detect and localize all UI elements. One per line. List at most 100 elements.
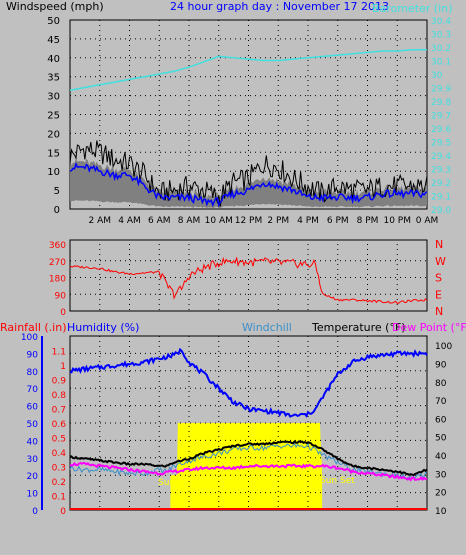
- barometer-line: [69, 48, 427, 91]
- humidity-tick-label: 20: [27, 472, 39, 482]
- panel1: 0 5 10 15 20 25 30 35 40 45 50 29.0 29.1 29.2 29.3 29.4…: [6, 0, 453, 226]
- rain-tick-label: 1.1: [52, 348, 66, 358]
- x-tick-label: 8 AM: [178, 216, 201, 226]
- right-tick-label: 29.2: [431, 179, 451, 189]
- gust-line: [69, 140, 428, 207]
- wind-direction-line: [69, 256, 428, 304]
- x-tick-label: 8 PM: [357, 216, 379, 226]
- temp-tick-label: 80: [435, 379, 447, 389]
- dewpoint-line: [69, 461, 428, 482]
- left-tick-label: 0: [54, 205, 60, 216]
- rain-tick-label: 1: [60, 362, 66, 372]
- x-tick-label: 10 AM: [205, 216, 233, 226]
- compass-label: N: [435, 238, 443, 251]
- direction-tick-label: 0: [60, 308, 66, 318]
- temp-tick-label: 90: [435, 360, 447, 370]
- humidity-tick-label: 80: [27, 368, 39, 378]
- direction-tick-label: 180: [49, 275, 66, 285]
- humidity-tick-label: 60: [27, 403, 39, 413]
- humidity-label: Humidity (%): [67, 321, 139, 334]
- barometer-axis-label: Barometer (in): [372, 2, 453, 15]
- temp-tick-label: 100: [435, 342, 452, 352]
- direction-tick-label: 360: [49, 241, 66, 251]
- rain-tick-label: 0.4: [52, 449, 67, 459]
- left-tick-label: 10: [47, 167, 60, 178]
- x-tick-label: 2 PM: [267, 216, 289, 226]
- temperature-label: Temperature (°F): [311, 321, 406, 334]
- left-tick-label: 50: [47, 16, 60, 27]
- right-tick-label: 29.1: [431, 193, 451, 203]
- windchill-label: Windchill: [242, 321, 292, 334]
- temp-tick-label: 40: [435, 452, 447, 462]
- panel3: 0 10 20 30 40 50 60 70 80 90 100 0 0.1 0.2 0.3 0.4 0.5 0.…: [0, 321, 466, 517]
- rain-tick-label: 0.1: [52, 493, 66, 503]
- humidity-line: [69, 347, 428, 418]
- panel3-series: [69, 347, 428, 510]
- humidity-tick-label: 50: [27, 420, 39, 430]
- right-tick-label: 29.3: [431, 166, 451, 176]
- right-tick-label: 30.3: [431, 31, 451, 41]
- rain-tick-label: 0.3: [52, 464, 66, 474]
- windspeed-line: [69, 162, 428, 208]
- panel1-ticks: 0 5 10 15 20 25 30 35 40 45 50 29.0 29.1 29.2 29.3 29.4…: [47, 16, 451, 226]
- right-tick-label: 29.9: [431, 85, 451, 95]
- dewpoint-label: Dew Point (°F): [392, 321, 466, 334]
- right-tick-label: 30.4: [431, 17, 451, 27]
- x-tick-label: 10 PM: [383, 216, 411, 226]
- rain-tick-label: 0.6: [52, 420, 67, 430]
- direction-tick-label: 90: [55, 291, 67, 301]
- right-tick-label: 30.1: [431, 58, 451, 68]
- compass-label: E: [435, 288, 442, 301]
- humidity-tick-label: 90: [27, 350, 39, 360]
- temp-tick-label: 60: [435, 415, 447, 425]
- humidity-tick-label: 100: [21, 333, 38, 343]
- sunrise-label: Sun Rise: [158, 478, 197, 488]
- x-tick-label: 4 PM: [297, 216, 319, 226]
- panel1-series: [69, 48, 428, 209]
- x-tick-label: 2 AM: [88, 216, 111, 226]
- humidity-tick-label: 40: [27, 437, 39, 447]
- x-tick-label: 6 AM: [148, 216, 171, 226]
- temp-tick-label: 20: [435, 489, 447, 499]
- direction-tick-label: 270: [49, 258, 66, 268]
- right-tick-label: 30.2: [431, 44, 451, 54]
- temperature-line: [69, 440, 428, 477]
- right-tick-label: 29.7: [431, 112, 451, 122]
- panel3-ticks: 0 10 20 30 40 50 60 70 80 90 100 0 0.1 0.2 0.3 0.4 0.5 0.…: [21, 333, 453, 517]
- rain-tick-label: 0.9: [52, 377, 67, 387]
- humidity-tick-label: 30: [27, 455, 39, 465]
- left-tick-label: 35: [47, 73, 60, 84]
- temp-tick-label: 50: [435, 434, 447, 444]
- right-tick-label: 29.5: [431, 139, 451, 149]
- left-tick-label: 30: [47, 92, 60, 103]
- rainfall-label: Rainfall (.in): [0, 321, 67, 334]
- humidity-tick-label: 70: [27, 385, 39, 395]
- right-tick-label: 30: [431, 71, 443, 81]
- x-tick-label: 4 AM: [118, 216, 141, 226]
- rain-tick-label: 0: [60, 507, 66, 517]
- sunset-label: Sun Set: [320, 476, 355, 486]
- compass-label: N: [435, 305, 443, 318]
- x-tick-label: 0 AM: [416, 216, 439, 226]
- right-tick-label: 29.0: [431, 206, 451, 216]
- rain-tick-label: 0.7: [52, 406, 66, 416]
- x-tick-label: 12 PM: [235, 216, 263, 226]
- x-tick-label: 6 PM: [327, 216, 349, 226]
- compass-label: W: [435, 255, 446, 268]
- panel3-grid: [70, 336, 427, 510]
- panel2-series: [69, 256, 428, 304]
- graph-title: 24 hour graph day : November 17 2013: [170, 0, 389, 13]
- left-tick-label: 45: [47, 35, 60, 46]
- left-tick-label: 25: [47, 111, 60, 122]
- humidity-tick-label: 10: [27, 490, 39, 500]
- rain-tick-label: 0.8: [52, 391, 67, 401]
- rain-tick-label: 0.5: [52, 435, 66, 445]
- left-tick-label: 20: [47, 129, 60, 140]
- temp-tick-label: 70: [435, 397, 447, 407]
- rain-tick-label: 0.2: [52, 478, 66, 488]
- right-tick-label: 29.8: [431, 98, 451, 108]
- left-tick-label: 15: [47, 148, 60, 159]
